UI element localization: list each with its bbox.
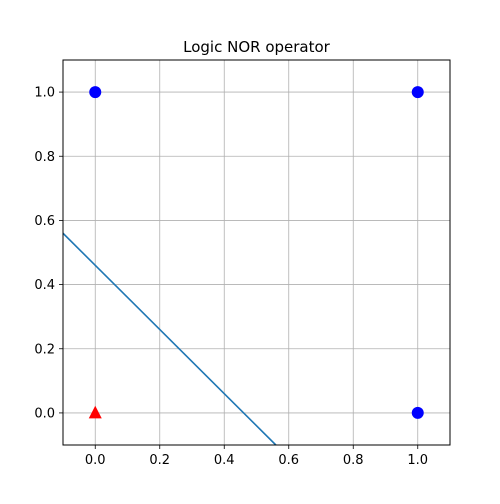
scatter-point-circle: [411, 86, 424, 99]
y-tick-label: 0.2: [34, 342, 55, 357]
x-tick-label: 0.6: [278, 453, 299, 468]
chart-title: Logic NOR operator: [183, 38, 331, 56]
decision-boundary-layer: [62, 232, 277, 446]
grid: [63, 60, 450, 445]
plot-frame: [62, 59, 451, 446]
scatter-point-circle: [89, 86, 102, 99]
decision-boundary-line: [62, 232, 277, 446]
y-tick-label: 0.6: [34, 214, 55, 229]
x-tick-label: 0.0: [85, 453, 106, 468]
y-tick-label: 0.4: [34, 278, 55, 293]
scatter-point-circle: [411, 406, 424, 419]
x-tick-label: 0.8: [343, 453, 364, 468]
y-tick-label: 0.8: [34, 150, 55, 165]
x-tick-label: 0.4: [214, 453, 235, 468]
y-tick-label: 1.0: [34, 86, 55, 101]
y-tick-label: 0.0: [34, 406, 55, 421]
data-points-layer: [88, 86, 424, 419]
x-tick-label: 0.2: [149, 453, 170, 468]
scatter-point-triangle: [88, 405, 102, 419]
x-tick-label: 1.0: [407, 453, 428, 468]
ticks: 0.0 0.2 0.4 0.6 0.8 1.0 0.0 0.2 0.4 0.6 0.8 1.0: [34, 86, 428, 468]
